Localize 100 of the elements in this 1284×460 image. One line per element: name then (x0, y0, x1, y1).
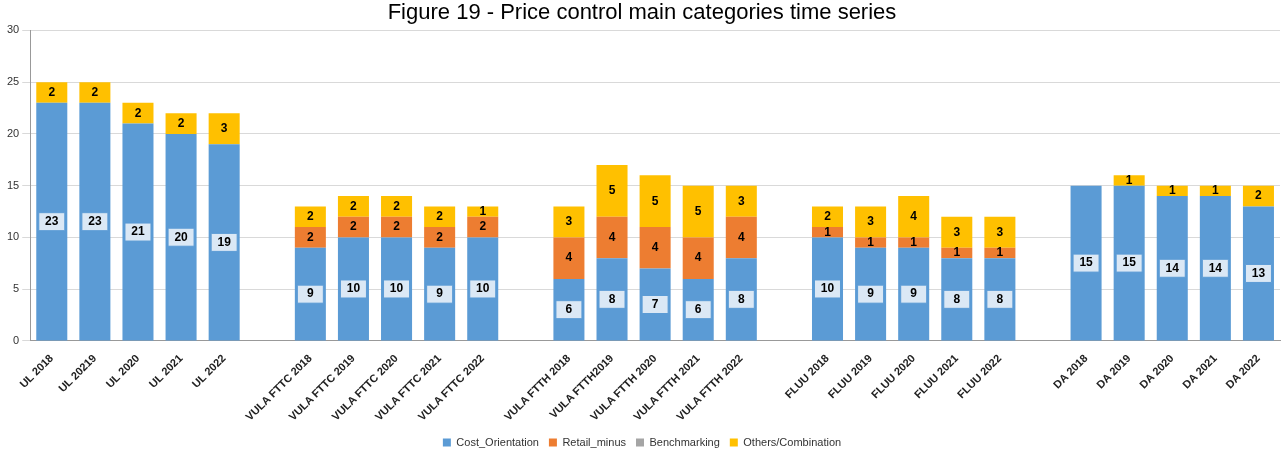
data-label: 2 (393, 198, 401, 213)
data-label: 3 (565, 214, 573, 229)
data-label: 2 (350, 198, 358, 213)
data-label: 3 (220, 121, 228, 136)
data-label: 9 (867, 286, 875, 301)
data-label: 2 (177, 115, 185, 130)
y-tick-label: 20 (6, 126, 20, 139)
data-label: 5 (651, 193, 659, 208)
data-label: 10 (346, 281, 361, 296)
bar (208, 144, 240, 341)
bar (122, 102, 154, 124)
bar (208, 113, 240, 145)
bar (639, 175, 671, 228)
bar (1199, 196, 1231, 341)
data-label: 2 (48, 84, 56, 99)
data-label: 15 (1122, 255, 1137, 270)
data-label: 9 (910, 286, 918, 301)
bar (682, 185, 714, 238)
bar (682, 237, 714, 279)
data-label: 1 (824, 224, 832, 239)
data-label: 1 (910, 234, 918, 249)
data-label: 2 (436, 209, 444, 224)
bar (36, 82, 68, 103)
data-label: 19 (217, 234, 232, 249)
bar (294, 206, 326, 228)
legend-label: Benchmarking (649, 435, 720, 448)
bar (294, 227, 326, 248)
bar (941, 216, 973, 248)
data-label: 14 (1165, 260, 1180, 275)
data-label: 21 (131, 224, 145, 239)
data-label: 3 (953, 224, 961, 239)
data-label: 3 (996, 224, 1004, 239)
data-label: 2 (91, 84, 99, 99)
y-tick-label: 10 (6, 230, 20, 243)
data-label: 1 (996, 245, 1004, 260)
bar (1113, 175, 1145, 186)
data-label: 4 (651, 240, 659, 255)
bar (855, 206, 887, 238)
data-label: 5 (694, 203, 702, 218)
data-label: 2 (307, 209, 315, 224)
bar (553, 206, 585, 238)
data-label: 23 (45, 214, 59, 228)
data-label: 2 (479, 219, 487, 234)
bar (1070, 185, 1102, 341)
bar (725, 216, 757, 259)
data-label: 10 (389, 281, 404, 296)
data-label: 8 (737, 291, 745, 306)
bar (79, 82, 111, 103)
bar (811, 206, 844, 228)
y-tick-label: 30 (6, 23, 20, 36)
bar (898, 237, 930, 248)
bar (122, 123, 154, 341)
data-label: 4 (694, 250, 702, 265)
chart-title: Figure 19 - Price control main categories time series (387, 0, 897, 25)
data-label: 8 (608, 291, 616, 306)
data-label: 2 (436, 229, 444, 244)
bar (855, 237, 887, 248)
data-label: 2 (350, 219, 358, 234)
data-label: 1 (953, 245, 961, 260)
data-label: 4 (565, 250, 573, 265)
legend-label: Cost_Orientation (456, 435, 539, 448)
bar (337, 196, 369, 217)
data-label: 9 (436, 286, 444, 301)
y-tick-label: 25 (6, 75, 20, 88)
data-label: 2 (824, 209, 832, 224)
bar (898, 196, 930, 238)
bar (984, 216, 1016, 248)
data-label: 13 (1251, 265, 1266, 280)
bar (36, 102, 68, 341)
bar (1113, 185, 1145, 341)
bar (165, 113, 197, 134)
bar (467, 216, 499, 238)
data-label: 4 (608, 229, 616, 244)
data-label: 23 (88, 214, 102, 228)
data-label: 8 (996, 291, 1004, 306)
data-label: 2 (307, 229, 315, 244)
data-label: 10 (820, 281, 835, 296)
bar (596, 216, 628, 259)
data-label: 3 (737, 193, 745, 208)
data-label: 8 (953, 291, 961, 306)
data-label: 6 (565, 302, 573, 316)
bar (424, 206, 456, 228)
data-label: 3 (867, 214, 875, 229)
data-label: 1 (1125, 172, 1133, 187)
data-label: 5 (608, 183, 616, 198)
bar (165, 133, 197, 341)
data-label: 6 (694, 302, 702, 316)
data-label: 1 (867, 234, 875, 249)
data-label: 14 (1208, 260, 1223, 275)
data-label: 4 (910, 209, 918, 224)
bar (79, 102, 111, 341)
data-label: 2 (393, 219, 401, 234)
bar (725, 185, 757, 217)
data-label: 20 (174, 229, 189, 244)
bar (596, 164, 628, 217)
data-label: 4 (737, 229, 745, 244)
data-label: 15 (1079, 255, 1094, 270)
legend-label: Retail_minus (562, 435, 627, 448)
data-label: 1 (1212, 183, 1220, 198)
data-label: 9 (307, 286, 315, 301)
